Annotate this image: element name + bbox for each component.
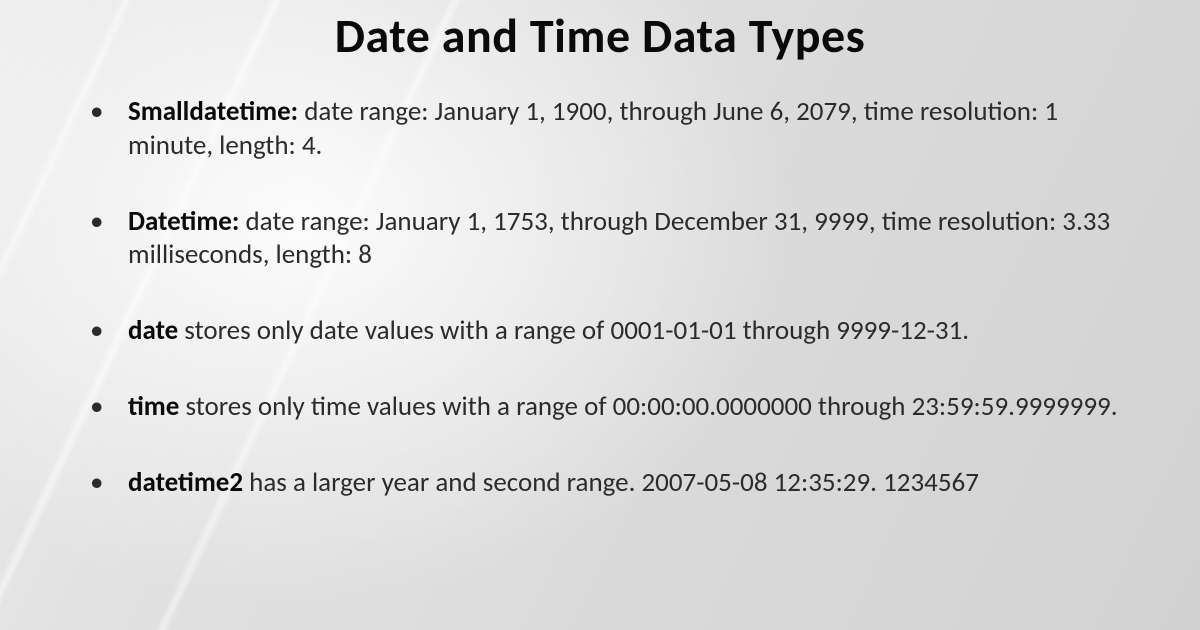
- slide-title: Date and Time Data Types: [70, 0, 1130, 95]
- term: Smalldatetime:: [128, 95, 298, 128]
- list-item: Smalldatetime: date range: January 1, 19…: [90, 95, 1130, 163]
- desc: stores only date values with a range of …: [178, 314, 969, 347]
- term: Datetime:: [128, 205, 239, 238]
- list-item: time stores only time values with a rang…: [90, 390, 1130, 424]
- bullet-list: Smalldatetime: date range: January 1, 19…: [70, 95, 1130, 499]
- desc: stores only time values with a range of …: [179, 390, 1117, 423]
- list-item: date stores only date values with a rang…: [90, 314, 1130, 348]
- slide: Date and Time Data Types Smalldatetime: …: [0, 0, 1200, 630]
- desc: has a larger year and second range. 2007…: [243, 466, 979, 499]
- list-item: datetime2 has a larger year and second r…: [90, 466, 1130, 500]
- term: time: [128, 390, 179, 423]
- term: date: [128, 314, 178, 347]
- list-item: Datetime: date range: January 1, 1753, t…: [90, 205, 1130, 273]
- term: datetime2: [128, 466, 243, 499]
- desc: date range: January 1, 1753, through Dec…: [128, 205, 1110, 272]
